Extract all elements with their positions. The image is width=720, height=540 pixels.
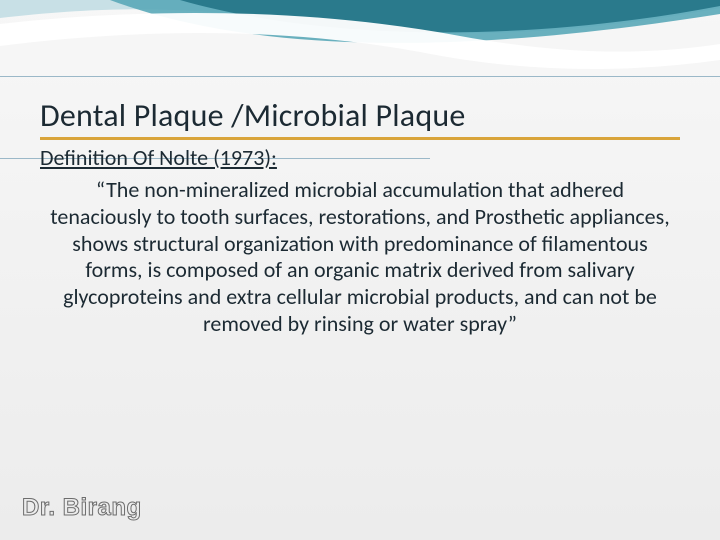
slide-content: Dental Plaque /Microbial Plaque Definiti… — [40, 96, 680, 338]
definition-body: “The non-mineralized microbial accumulat… — [40, 177, 680, 338]
author-label: Dr. Birang — [22, 494, 142, 522]
page-title: Dental Plaque /Microbial Plaque — [40, 96, 680, 135]
title-underline — [40, 137, 680, 140]
thin-divider-upper — [0, 76, 720, 77]
definition-subtitle: Definition Of Nolte (1973): — [40, 144, 680, 171]
